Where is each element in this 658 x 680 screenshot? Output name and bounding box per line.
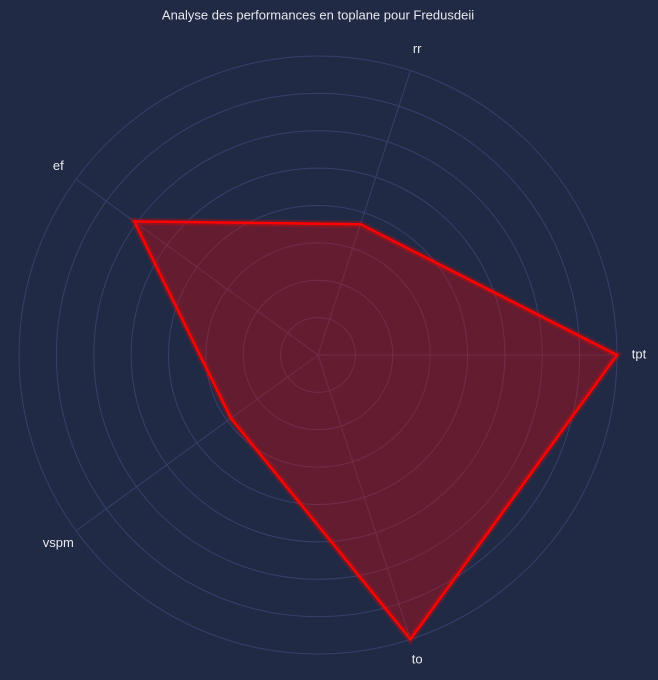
axis-label: rr <box>413 41 422 56</box>
axis-label: tpt <box>632 346 647 361</box>
axis-label: to <box>412 652 423 667</box>
axis-label: ef <box>53 158 64 173</box>
spoke <box>75 354 319 532</box>
axis-label: vspm <box>43 535 74 550</box>
radar-area <box>132 220 619 642</box>
spoke <box>317 354 411 640</box>
chart-title: Analyse des performances en toplane pour… <box>162 7 474 22</box>
spoke <box>75 178 319 356</box>
spoke <box>317 70 411 356</box>
